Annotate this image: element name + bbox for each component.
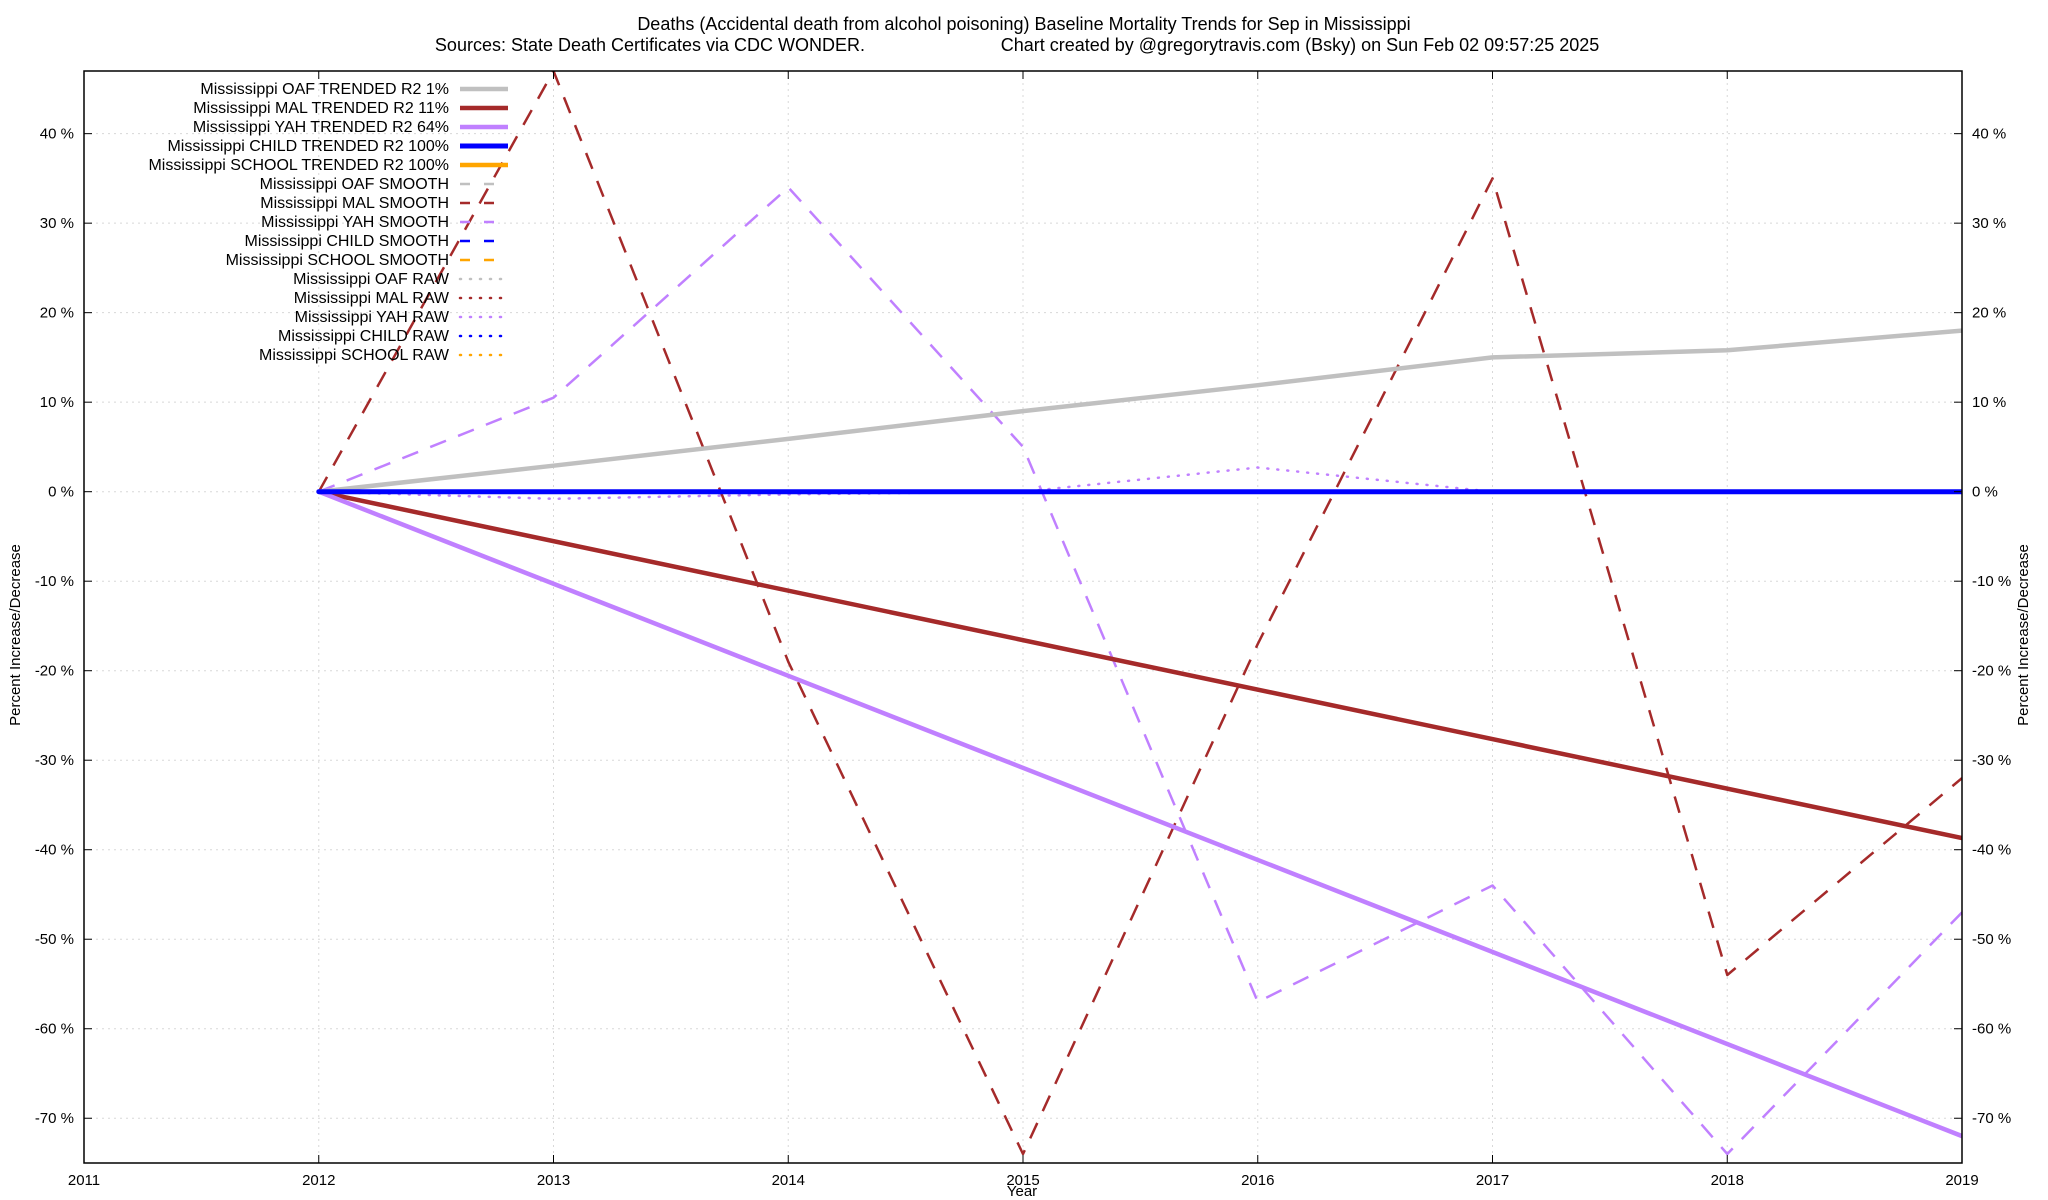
- x-tick-label: 2012: [302, 1172, 335, 1189]
- x-tick-label: 2016: [1241, 1172, 1274, 1189]
- legend-label: Mississippi SCHOOL TRENDED R2 100%: [148, 157, 449, 174]
- y-tick-label-left: -10 %: [35, 573, 74, 590]
- y-tick-label-right: -10 %: [1972, 573, 2011, 590]
- x-tick-label: 2011: [68, 1172, 100, 1189]
- y-axis-label-left: Percent Increase/Decrease: [7, 544, 24, 726]
- x-tick-label: 2018: [1711, 1172, 1744, 1189]
- y-tick-label-left: -50 %: [35, 931, 74, 948]
- y-tick-label-right: -30 %: [1972, 752, 2011, 769]
- y-tick-label-right: -70 %: [1972, 1110, 2011, 1127]
- legend-label: Mississippi YAH RAW: [295, 309, 450, 326]
- chart-subtitle-right: Chart created by @gregorytravis.com (Bsk…: [1001, 35, 1600, 55]
- y-tick-label-right: -50 %: [1972, 931, 2011, 948]
- y-tick-label-right: 10 %: [1972, 394, 2006, 411]
- y-tick-label-left: 10 %: [40, 394, 74, 411]
- y-tick-label-left: 20 %: [40, 305, 74, 322]
- chart-title: Deaths (Accidental death from alcohol po…: [637, 14, 1410, 34]
- legend-label: Mississippi CHILD RAW: [278, 328, 450, 345]
- y-tick-label-right: 40 %: [1972, 126, 2006, 143]
- y-tick-label-left: 30 %: [40, 215, 74, 232]
- x-tick-label: 2015: [1006, 1172, 1039, 1189]
- series-line-0: [316, 328, 1962, 494]
- y-tick-label-left: -60 %: [35, 1021, 74, 1038]
- series-line-1: [316, 489, 1962, 841]
- legend-label: Mississippi YAH TRENDED R2 64%: [193, 119, 449, 136]
- y-tick-label-right: -40 %: [1972, 842, 2011, 859]
- series-line-7: [318, 186, 1962, 1156]
- chart-subtitle-left: Sources: State Death Certificates via CD…: [435, 35, 865, 55]
- y-tick-label-right: 30 %: [1972, 215, 2006, 232]
- y-tick-label-right: 20 %: [1972, 305, 2006, 322]
- y-tick-label-left: 40 %: [40, 126, 74, 143]
- legend-label: Mississippi CHILD SMOOTH: [245, 233, 449, 250]
- legend-label: Mississippi CHILD TRENDED R2 100%: [167, 138, 449, 155]
- legend-label: Mississippi MAL SMOOTH: [260, 195, 449, 212]
- y-axis-label-right: Percent Increase/Decrease: [2015, 544, 2032, 726]
- series-layer: [316, 71, 1962, 1156]
- y-tick-label-left: -40 %: [35, 842, 74, 859]
- y-tick-label-left: 0 %: [48, 484, 74, 501]
- y-tick-label-left: -70 %: [35, 1110, 74, 1127]
- legend: Mississippi OAF TRENDED R2 1% Mississippi…: [148, 81, 510, 364]
- x-tick-label: 2019: [1945, 1172, 1978, 1189]
- legend-label: Mississippi OAF TRENDED R2 1%: [200, 81, 449, 98]
- legend-label: Mississippi OAF SMOOTH: [260, 176, 449, 193]
- legend-label: Mississippi SCHOOL SMOOTH: [226, 252, 449, 269]
- legend-label: Mississippi SCHOOL RAW: [259, 347, 450, 364]
- x-tick-label: 2013: [537, 1172, 570, 1189]
- legend-label: Mississippi MAL TRENDED R2 11%: [193, 100, 449, 117]
- x-tick-label: 2017: [1476, 1172, 1509, 1189]
- y-tick-label-left: -20 %: [35, 663, 74, 680]
- series-line-2: [316, 489, 1962, 1139]
- x-tick-label: 2014: [772, 1172, 805, 1189]
- x-axis-label: Year: [1007, 1183, 1037, 1200]
- ticks: 2011 2012 2013 2014 2015 2016 2017 2018 2019 40 %…: [35, 71, 2011, 1189]
- y-tick-label-right: 0 %: [1972, 484, 1998, 501]
- y-tick-label-right: -60 %: [1972, 1021, 2011, 1038]
- legend-label: Mississippi MAL RAW: [294, 290, 450, 307]
- legend-label: Mississippi OAF RAW: [293, 271, 450, 288]
- y-tick-label-left: -30 %: [35, 752, 74, 769]
- series-line-6: [317, 71, 1962, 1156]
- y-tick-label-right: -20 %: [1972, 663, 2011, 680]
- legend-label: Mississippi YAH SMOOTH: [261, 214, 449, 231]
